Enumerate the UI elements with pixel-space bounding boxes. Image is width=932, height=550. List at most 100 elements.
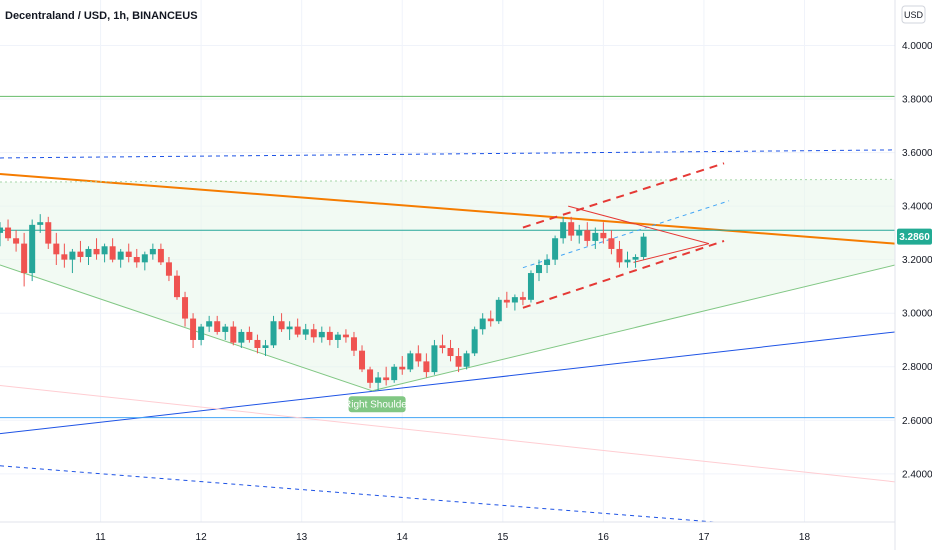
drawing-overlays (0, 95, 895, 522)
candle-body (576, 230, 583, 236)
candle-52 (415, 345, 422, 367)
candle-50 (399, 356, 406, 375)
candle-39 (310, 323, 317, 343)
candle-body (109, 246, 116, 260)
price-tick-1: 3.8000 (902, 95, 932, 106)
candle-body (278, 321, 285, 330)
candle-58 (463, 350, 470, 370)
price-tick-8: 2.4000 (902, 469, 932, 480)
candle-body (77, 251, 84, 257)
candle-25 (198, 323, 205, 346)
candle-38 (302, 323, 309, 340)
candle-body (375, 377, 382, 383)
candle-body (640, 236, 647, 257)
time-tick-5: 16 (598, 532, 610, 543)
candle-body (262, 345, 269, 348)
candle-27 (214, 315, 221, 335)
candle-body (632, 256, 639, 260)
candle-9 (69, 248, 76, 274)
candle-body (527, 273, 534, 300)
price-tick-7: 2.6000 (902, 416, 932, 427)
candle-28 (222, 323, 229, 340)
candle-body (439, 345, 446, 348)
candle-body (37, 222, 44, 225)
candle-body (423, 361, 430, 373)
candle-body (190, 318, 197, 340)
candle-body (302, 329, 309, 335)
candle-18 (141, 251, 148, 271)
time-axis[interactable]: 11 12 13 14 15 16 17 18 (95, 532, 810, 543)
candle-body (367, 369, 374, 383)
candle-57 (455, 348, 462, 373)
candle-41 (326, 326, 333, 346)
candle-body (182, 297, 189, 319)
candle-19 (149, 243, 156, 260)
price-tick-2: 3.6000 (902, 148, 932, 159)
candle-body (519, 297, 526, 300)
candle-body (29, 224, 36, 274)
candle-body (560, 222, 567, 239)
candle-73 (584, 222, 591, 247)
candle-body (326, 331, 333, 340)
candle-29 (230, 321, 237, 346)
candle-body (415, 353, 422, 362)
candle-body (173, 275, 180, 298)
candle-17 (133, 248, 140, 268)
candle-67 (536, 259, 543, 282)
candle-10 (77, 240, 84, 263)
candle-55 (439, 334, 446, 354)
pattern-fill-zone (0, 179, 895, 391)
time-tick-3: 14 (397, 532, 409, 543)
candle-body (21, 243, 28, 274)
candle-23 (182, 291, 189, 327)
candle-71 (568, 216, 575, 241)
descending-resistance-orange (0, 173, 895, 245)
candle-0 (0, 222, 3, 247)
candle-body (383, 377, 390, 381)
candle-body (198, 326, 205, 340)
candle-6 (45, 216, 52, 249)
currency-button[interactable]: USD (901, 5, 926, 24)
candle-body (471, 329, 478, 354)
candle-body (536, 265, 543, 274)
right-shoulder-label: Right Shoulder (344, 396, 411, 413)
candle-35 (278, 313, 285, 332)
candle-65 (519, 291, 526, 306)
candle-5 (37, 214, 44, 233)
candle-body (45, 222, 52, 244)
candle-21 (165, 256, 172, 282)
candle-body (270, 321, 277, 346)
candle-20 (157, 243, 164, 266)
blue-dashed-top (0, 149, 895, 159)
candle-2 (13, 230, 20, 252)
candle-body (230, 326, 237, 343)
candle-32 (254, 334, 261, 354)
candle-body (616, 248, 623, 263)
candle-4 (29, 219, 36, 282)
candle-body (495, 299, 502, 322)
price-axis[interactable]: 4.0000 3.8000 3.6000 3.4000 3.2000 3.0000 2.80… (902, 41, 932, 480)
ascending-support-blue (0, 331, 895, 435)
candle-body (214, 321, 221, 332)
candle-body (13, 238, 20, 244)
candle-54 (431, 339, 438, 375)
candle-64 (511, 294, 518, 311)
candle-body (238, 331, 245, 343)
candles (0, 214, 647, 391)
candle-body (93, 248, 100, 255)
candle-46 (367, 366, 374, 389)
candle-body (117, 251, 124, 260)
annotation-text: Right Shoulder (344, 400, 411, 411)
candle-44 (350, 331, 357, 357)
last-price-tag: 3.2860 (897, 228, 932, 245)
candle-body (53, 243, 60, 255)
candle-body (584, 230, 591, 241)
candle-42 (334, 331, 341, 348)
candle-body (61, 254, 68, 260)
candle-62 (495, 297, 502, 324)
candle-body (600, 232, 607, 239)
candle-74 (592, 227, 599, 249)
candle-3 (21, 232, 28, 287)
candle-24 (190, 313, 197, 348)
